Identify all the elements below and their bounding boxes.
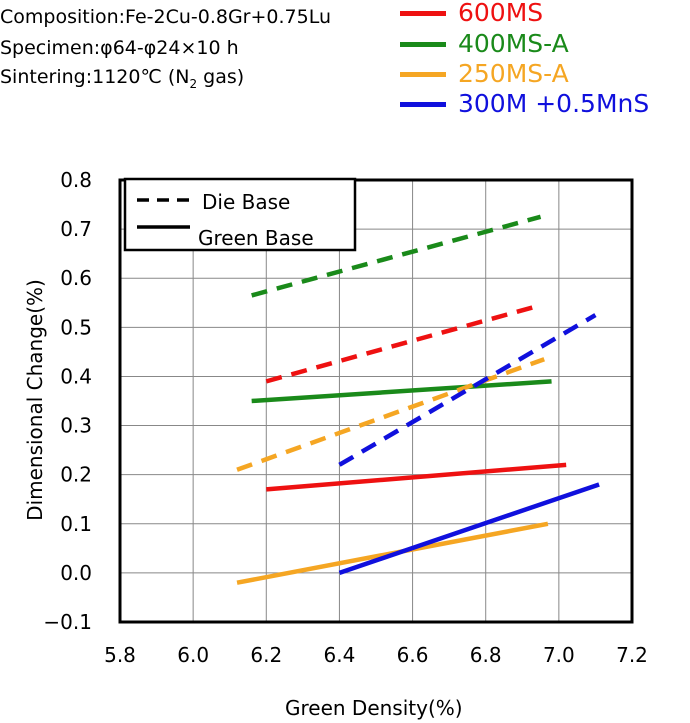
y-tick-label-9: 0.8	[60, 168, 92, 192]
y-tick-label-5: 0.4	[60, 364, 92, 388]
die-base-line-1	[251, 214, 542, 298]
x-tick-label-2: 6.2	[250, 643, 282, 667]
die-base-line-3	[338, 313, 597, 467]
y-axis-title: Dimensional Change(%)	[23, 279, 47, 521]
y-tick-label-2: 0.1	[60, 512, 92, 536]
y-tick-label-8: 0.7	[60, 217, 92, 241]
x-tick-label-1: 6.0	[177, 643, 209, 667]
x-tick-label-5: 6.8	[470, 643, 502, 667]
y-tick-label-4: 0.3	[60, 414, 92, 438]
specimen-text: Specimen:φ64-φ24×10 h	[0, 37, 239, 59]
green-base-line-3	[338, 482, 600, 576]
series-legend-label-3: 300M +0.5MnS	[458, 89, 650, 118]
series-legend-swatch-0	[400, 11, 446, 16]
legend-solid-label: Green Base	[198, 226, 314, 250]
x-tick-label-3: 6.4	[324, 643, 356, 667]
green-base-line-0	[266, 462, 567, 492]
sintering-text-prefix: Sintering:1120℃ (N	[0, 66, 190, 88]
series-legend-label-1: 400MS-A	[458, 29, 569, 58]
green-base-line-1	[251, 379, 552, 404]
legend-dashed-label: Die Base	[202, 190, 290, 214]
series-legend-swatch-2	[400, 72, 446, 77]
sintering-text: Sintering:1120℃ (N2 gas)	[0, 66, 244, 95]
x-tick-label-0: 5.8	[104, 643, 136, 667]
x-tick-label-6: 7.0	[543, 643, 575, 667]
series-legend-swatch-3	[400, 102, 446, 107]
sintering-text-suffix: gas)	[197, 66, 245, 88]
y-tick-label-1: 0.0	[60, 561, 92, 585]
series-legend-label-2: 250MS-A	[458, 59, 569, 88]
y-tick-label-3: 0.2	[60, 463, 92, 487]
y-tick-label-6: 0.5	[60, 315, 92, 339]
series-legend-label-0: 600MS	[458, 0, 544, 27]
x-tick-label-4: 6.6	[397, 643, 429, 667]
line-style-legend-box	[123, 177, 357, 252]
x-axis-title: Green Density(%)	[285, 696, 463, 720]
plot-frame	[118, 178, 634, 624]
die-base-line-0	[265, 303, 542, 384]
x-tick-label-7: 7.2	[616, 643, 648, 667]
y-tick-label-7: 0.6	[60, 266, 92, 290]
composition-text: Composition:Fe-2Cu-0.8Gr+0.75Lu	[0, 6, 332, 28]
composition-clip-mask	[375, 0, 400, 34]
die-base-line-2	[236, 357, 545, 472]
y-tick-label-0: −0.1	[43, 610, 92, 634]
sintering-text-subscript: 2	[189, 76, 198, 91]
series-legend-swatch-1	[400, 42, 446, 47]
